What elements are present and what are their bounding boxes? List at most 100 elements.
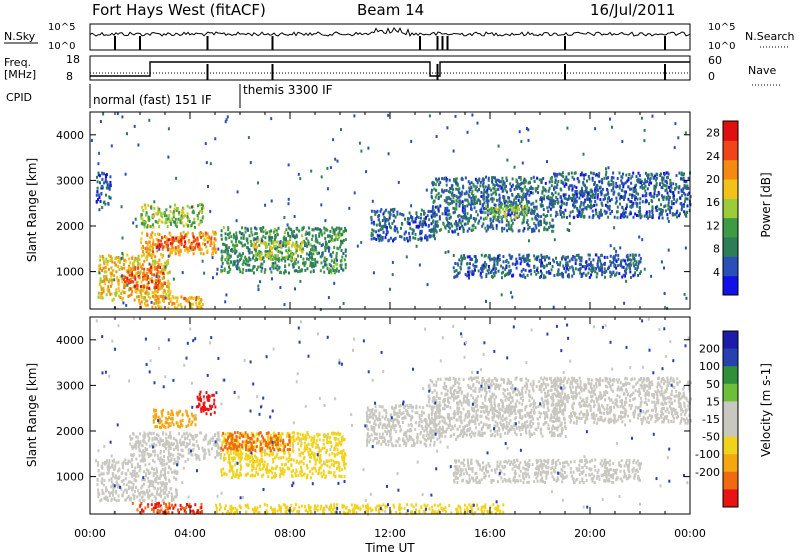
- power-cell: [334, 236, 337, 240]
- power-cell: [157, 263, 160, 267]
- power-cell: [101, 255, 104, 258]
- power-cell: [335, 251, 338, 255]
- power-ytick-label: 2000: [56, 220, 84, 233]
- power-cell: [308, 226, 311, 230]
- power-cell: [435, 177, 437, 181]
- power-cell: [294, 242, 297, 246]
- velocity-cell: [201, 446, 204, 450]
- power-cell: [150, 256, 153, 260]
- velocity-cell: [112, 487, 115, 491]
- power-cell: [451, 199, 454, 203]
- power-cell: [494, 178, 497, 182]
- power-cell: [537, 223, 540, 227]
- power-cell: [480, 268, 483, 272]
- velocity-cell: [203, 435, 206, 439]
- power-cell: [510, 218, 513, 222]
- power-cell: [296, 247, 298, 251]
- power-cell: [207, 185, 209, 188]
- power-cell: [175, 208, 178, 212]
- power-cell: [282, 257, 284, 260]
- power-cell: [660, 203, 662, 207]
- power-cell: [644, 180, 647, 184]
- power-cell: [567, 255, 569, 259]
- velocity-cell: [219, 456, 222, 460]
- power-cell: [523, 211, 526, 215]
- power-cell: [598, 268, 601, 272]
- power-cell: [468, 270, 471, 274]
- power-cell: [171, 238, 174, 242]
- power-cell: [272, 241, 275, 245]
- power-cell: [373, 222, 376, 226]
- power-cell: [153, 291, 156, 295]
- power-cell: [523, 227, 526, 231]
- power-cell: [482, 197, 485, 201]
- velocity-cell: [135, 440, 138, 444]
- velocity-cell: [109, 466, 112, 469]
- power-cell: [255, 245, 258, 249]
- power-cell: [150, 233, 153, 237]
- velocity-cell: [147, 480, 150, 483]
- power-cell: [220, 237, 223, 241]
- power-cell: [610, 189, 613, 193]
- power-cell: [634, 198, 636, 202]
- power-cell: [97, 295, 100, 299]
- power-cell: [110, 274, 113, 278]
- power-cell: [270, 199, 273, 203]
- power-cell: [145, 299, 148, 303]
- power-cell: [603, 209, 606, 213]
- power-cell: [601, 273, 604, 277]
- power-cell: [632, 274, 635, 278]
- velocity-cell: [135, 435, 138, 439]
- power-cell: [124, 259, 127, 263]
- power-cell: [391, 221, 394, 225]
- power-cell: [482, 181, 485, 185]
- power-cell: [310, 169, 313, 173]
- power-cell: [158, 243, 161, 247]
- power-cell: [582, 180, 585, 184]
- power-cell: [578, 191, 581, 195]
- power-cell: [594, 186, 597, 190]
- power-cell: [420, 231, 423, 235]
- power-cell: [274, 261, 277, 265]
- power-cell: [561, 171, 564, 175]
- power-cell: [326, 187, 329, 191]
- power-cell: [430, 188, 433, 192]
- power-cell: [127, 295, 130, 298]
- power-cell: [502, 180, 505, 183]
- power-cell: [494, 257, 497, 261]
- power-cell: [434, 195, 437, 199]
- power-cell: [153, 302, 156, 306]
- power-cell: [167, 285, 170, 289]
- power-cell: [560, 195, 562, 199]
- power-cell: [133, 258, 136, 262]
- power-cell: [146, 243, 149, 246]
- power-cell: [613, 226, 616, 230]
- power-cell: [151, 305, 154, 309]
- velocity-cell: [122, 490, 125, 494]
- power-cell: [332, 265, 335, 269]
- power-cell: [542, 204, 545, 208]
- velocity-cell: [131, 463, 133, 467]
- power-cell: [162, 291, 165, 295]
- power-cell: [528, 264, 531, 268]
- velocity-cell: [111, 484, 114, 488]
- power-colorbar-segment: [723, 217, 738, 238]
- velocity-cell: [106, 496, 109, 500]
- power-cell: [135, 295, 138, 299]
- power-cell: [453, 275, 456, 279]
- power-cell: [554, 172, 557, 176]
- power-cell: [167, 127, 170, 131]
- power-cell: [314, 234, 317, 238]
- velocity-cell: [188, 438, 191, 442]
- power-cell: [202, 204, 204, 208]
- power-cell: [270, 253, 273, 257]
- power-cell: [132, 285, 135, 289]
- power-cell: [260, 252, 263, 256]
- power-cell: [103, 181, 106, 185]
- power-cell: [161, 247, 164, 251]
- power-cell: [516, 211, 519, 215]
- power-cell: [333, 230, 336, 233]
- power-cell: [597, 174, 600, 178]
- power-cell: [485, 175, 487, 179]
- power-cell: [375, 230, 378, 234]
